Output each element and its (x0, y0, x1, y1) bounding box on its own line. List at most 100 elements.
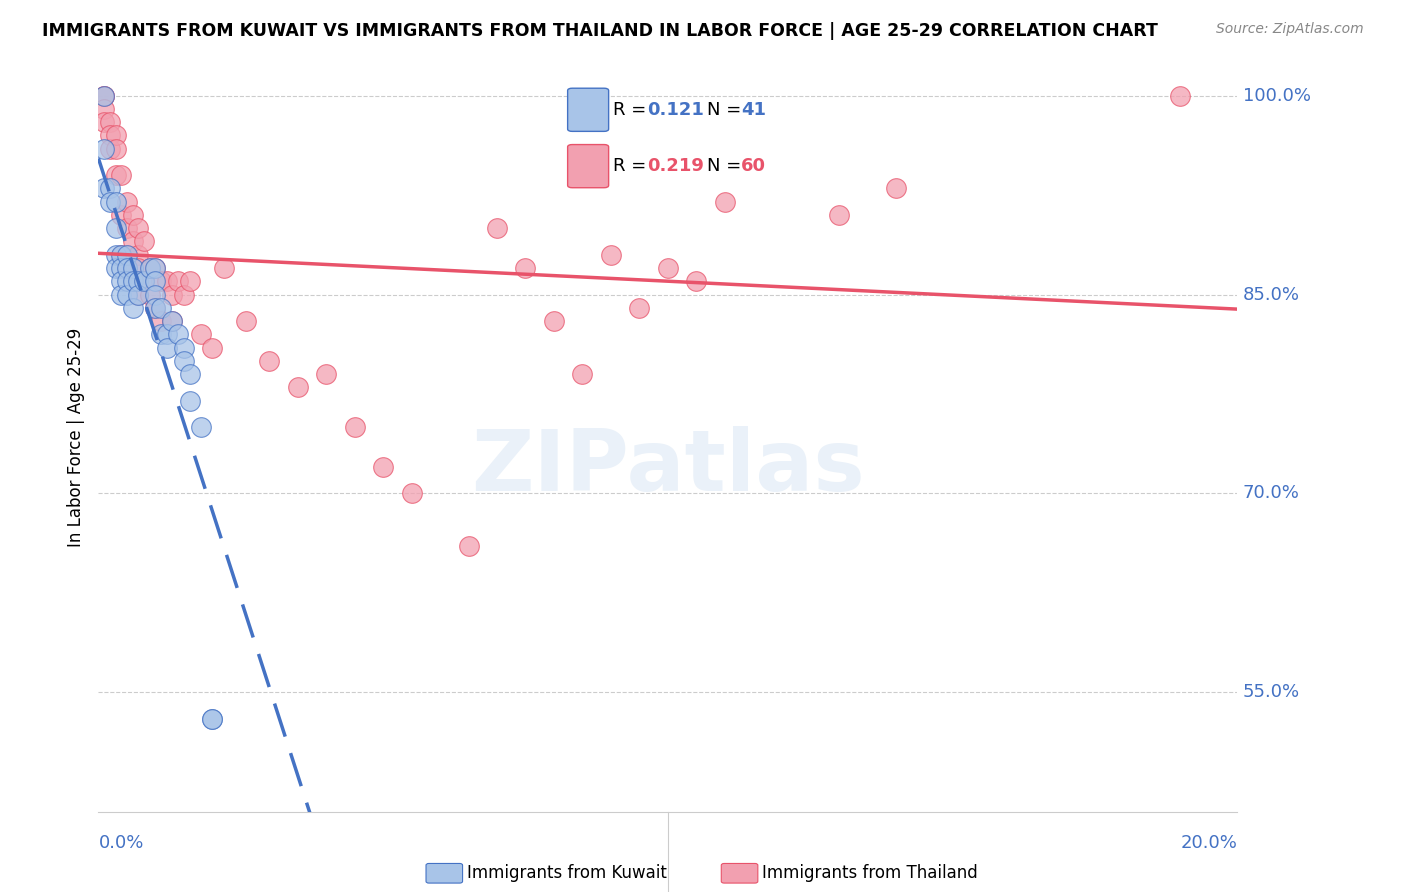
Point (110, 287, 132, 301)
Point (93, 102, 115, 116)
Text: 0.0%: 0.0% (98, 834, 143, 852)
Point (104, 142, 127, 156)
Point (685, 274, 707, 288)
Text: 100.0%: 100.0% (1243, 87, 1310, 104)
Point (93, 88, 115, 103)
Point (110, 248, 132, 262)
Point (132, 274, 155, 288)
Point (714, 194, 737, 209)
Text: IMMIGRANTS FROM KUWAIT VS IMMIGRANTS FROM THAILAND IN LABOR FORCE | AGE 25-29 CO: IMMIGRANTS FROM KUWAIT VS IMMIGRANTS FRO… (42, 22, 1159, 40)
Point (93, 115, 115, 129)
Point (162, 314, 184, 328)
Point (93, 142, 115, 156)
Point (156, 274, 179, 288)
Point (156, 327, 179, 342)
Point (515, 260, 537, 275)
Text: 55.0%: 55.0% (1243, 683, 1301, 701)
Point (121, 235, 143, 249)
Point (98, 142, 121, 156)
Point (98, 128, 121, 143)
Point (93, 88, 115, 103)
Point (543, 314, 565, 328)
Point (138, 287, 160, 301)
Point (104, 221, 127, 235)
Point (657, 260, 679, 275)
Point (884, 181, 907, 195)
Point (173, 354, 195, 368)
Point (127, 260, 149, 275)
Point (115, 287, 138, 301)
Point (173, 287, 195, 301)
Point (93, 88, 115, 103)
Point (110, 168, 132, 182)
Point (115, 274, 138, 288)
Point (127, 274, 149, 288)
Point (287, 380, 309, 394)
Point (162, 314, 184, 328)
Point (179, 393, 201, 408)
Point (628, 301, 651, 315)
Point (127, 287, 149, 301)
Point (486, 221, 509, 235)
Point (235, 314, 257, 328)
Point (828, 208, 851, 222)
Point (115, 194, 138, 209)
Point (115, 221, 138, 235)
Text: Immigrants from Thailand: Immigrants from Thailand (762, 864, 977, 882)
Text: ZIPatlas: ZIPatlas (471, 425, 865, 508)
Point (145, 287, 167, 301)
Point (145, 274, 167, 288)
Point (138, 260, 160, 275)
Point (201, 341, 224, 355)
Point (315, 367, 337, 381)
Point (145, 301, 167, 315)
Point (150, 314, 173, 328)
Point (156, 341, 179, 355)
Point (132, 274, 155, 288)
Point (104, 248, 127, 262)
Point (127, 248, 149, 262)
Point (110, 208, 132, 222)
Point (93, 181, 115, 195)
Point (98, 194, 121, 209)
Point (132, 235, 155, 249)
Point (162, 287, 184, 301)
Point (127, 221, 149, 235)
Point (115, 248, 138, 262)
Y-axis label: In Labor Force | Age 25-29: In Labor Force | Age 25-29 (66, 327, 84, 547)
Point (373, 459, 395, 474)
Text: Source: ZipAtlas.com: Source: ZipAtlas.com (1216, 22, 1364, 37)
Point (190, 327, 212, 342)
Point (571, 367, 593, 381)
Point (212, 260, 235, 275)
Point (104, 168, 127, 182)
Point (150, 327, 173, 342)
Point (121, 208, 143, 222)
Text: Immigrants from Kuwait: Immigrants from Kuwait (467, 864, 666, 882)
Text: 20.0%: 20.0% (1181, 834, 1237, 852)
Point (173, 341, 195, 355)
Point (98, 115, 121, 129)
Point (98, 181, 121, 195)
Point (104, 128, 127, 143)
Point (167, 274, 190, 288)
Point (145, 260, 167, 275)
Point (145, 301, 167, 315)
Point (201, 712, 224, 726)
Point (121, 260, 143, 275)
Point (600, 248, 623, 262)
Point (167, 327, 190, 342)
Point (401, 486, 423, 500)
Point (457, 540, 479, 554)
Point (121, 274, 143, 288)
Point (179, 274, 201, 288)
Point (145, 260, 167, 275)
Point (150, 301, 173, 315)
Point (127, 287, 149, 301)
Point (201, 712, 224, 726)
Text: 85.0%: 85.0% (1243, 285, 1301, 303)
Point (150, 274, 173, 288)
Point (1170, 88, 1192, 103)
Point (121, 301, 143, 315)
Point (110, 274, 132, 288)
